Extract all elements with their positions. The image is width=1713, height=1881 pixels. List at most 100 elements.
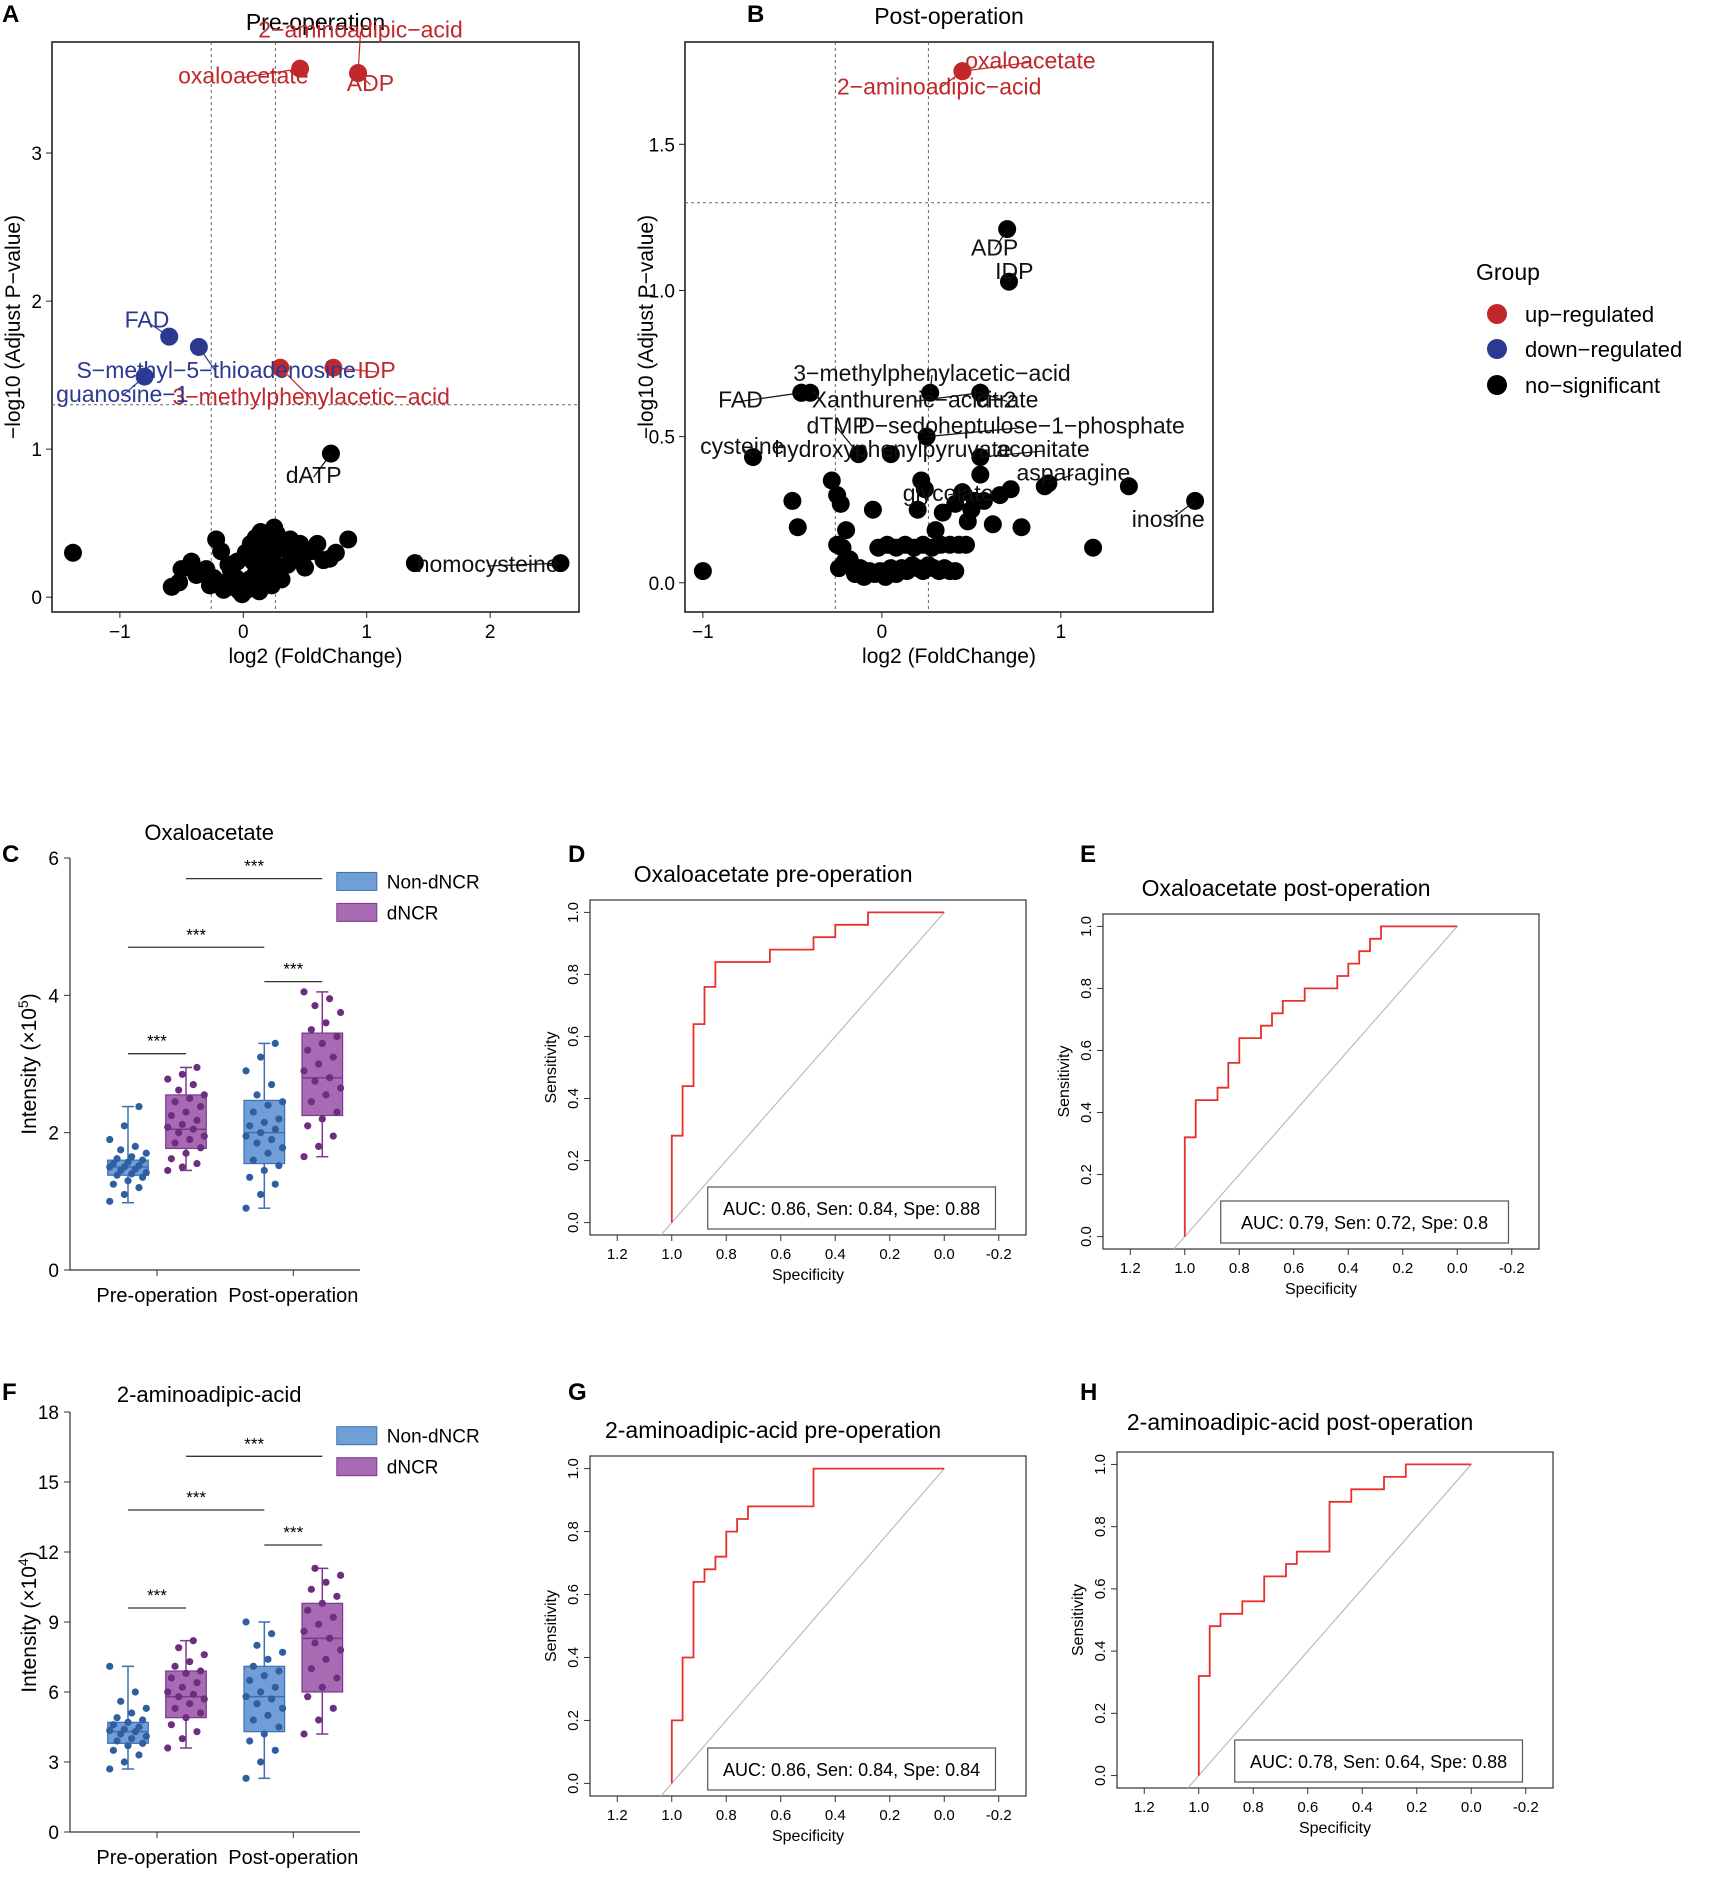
box-point	[242, 1067, 250, 1075]
box-point	[329, 1613, 337, 1621]
box-point	[200, 1695, 208, 1703]
box-point	[253, 1139, 261, 1147]
box-point	[135, 1184, 143, 1192]
x-tick-label: 0.2	[1392, 1260, 1413, 1277]
plot-title: Oxaloacetate pre-operation	[634, 861, 913, 887]
significance-label: ***	[147, 1032, 167, 1051]
significance-label: ***	[244, 1434, 264, 1453]
y-tick-label: 0	[31, 588, 42, 609]
box-point	[257, 1190, 265, 1199]
plot-frame	[684, 41, 1214, 613]
box-point	[142, 1732, 150, 1740]
box-point	[300, 1153, 308, 1161]
data-point	[405, 554, 424, 573]
y-axis-label: −log10 (Adjust P−value)	[2, 215, 25, 439]
significance-label: ***	[186, 925, 206, 944]
box-point	[257, 1053, 265, 1061]
y-tick-label: 0.8	[1078, 978, 1095, 999]
diagonal-reference	[1173, 926, 1458, 1250]
box-point	[329, 1132, 337, 1140]
x-tick-label: 0.6	[770, 1807, 791, 1824]
box-point	[268, 1695, 276, 1703]
x-tick-label: 0.0	[1461, 1799, 1482, 1816]
box-point	[307, 1665, 315, 1673]
panel-letter-f: F	[2, 1379, 17, 1406]
box-point	[318, 1599, 326, 1607]
box-point	[242, 1204, 250, 1212]
data-point	[783, 491, 802, 510]
y-tick-label: 0.8	[1092, 1516, 1109, 1537]
legend-swatch	[336, 871, 378, 891]
panel-letter-b: B	[747, 1, 764, 28]
box-point	[178, 1683, 186, 1691]
roc-curve	[670, 911, 945, 1223]
y-tick-label: 3	[31, 144, 42, 165]
legend-swatch	[336, 1457, 378, 1477]
box-point	[278, 1144, 287, 1152]
legend-label: Non-dNCR	[387, 872, 480, 893]
point-label: D−sedoheptulose−1−phosphate	[858, 413, 1185, 439]
box-point	[322, 1578, 330, 1586]
point-label: oxaloacetate	[178, 62, 308, 88]
auc-box	[1234, 1739, 1524, 1783]
box-point	[164, 1744, 172, 1752]
box-point	[304, 1046, 312, 1054]
box-point	[322, 1091, 330, 1099]
box-point	[318, 1115, 326, 1123]
y-tick-label: 0	[48, 1823, 59, 1844]
box-point	[175, 1129, 183, 1137]
box-point	[311, 1002, 319, 1010]
point-label: 3−methylphenylacetic−acid	[793, 360, 1070, 386]
point-label: homocysteine	[417, 551, 559, 577]
box-point	[326, 1634, 334, 1642]
data-point	[915, 480, 934, 499]
box-point	[167, 1674, 175, 1682]
data-point	[320, 549, 339, 568]
box-point	[333, 1674, 341, 1682]
label-leader	[980, 392, 1008, 402]
box-point	[178, 1070, 186, 1078]
y-axis-label: Sensitivity	[1070, 1584, 1087, 1656]
box-point	[257, 1129, 265, 1137]
box-point	[271, 1180, 279, 1188]
data-point	[837, 521, 856, 540]
box-point	[128, 1709, 136, 1717]
box-point	[253, 1091, 261, 1099]
box-point	[171, 1139, 179, 1147]
panel-letter-d: D	[568, 841, 585, 868]
label-leader	[279, 367, 312, 400]
data-point	[974, 491, 993, 510]
label-leader	[1167, 500, 1196, 522]
x-axis-label: Specificity	[772, 1828, 844, 1845]
box-point	[139, 1156, 147, 1164]
box-point	[307, 1026, 315, 1034]
box-point	[253, 1700, 261, 1708]
point-label: inosine	[1132, 506, 1205, 532]
point-label: oxaloacetate	[965, 47, 1095, 73]
box-point	[182, 1108, 190, 1116]
data-point	[63, 543, 82, 562]
panel-letter-g: G	[568, 1379, 587, 1406]
box-point	[186, 1700, 194, 1708]
point-label: dTMP	[806, 413, 867, 439]
legend-label: dNCR	[387, 903, 439, 924]
plot-title: Post-operation	[874, 3, 1024, 29]
box-point	[329, 1053, 337, 1061]
data-point	[971, 465, 990, 484]
x-tick-label: 0.0	[934, 1246, 955, 1263]
box-plot-c: Oxaloacetate 0 2 4 6 Pre-operation Post-operat…	[15, 820, 480, 1307]
box-point	[329, 1704, 337, 1712]
label-leader	[741, 447, 754, 458]
y-tick-label: 1.0	[1078, 916, 1095, 937]
box-point	[113, 1714, 121, 1722]
legend-label: dNCR	[387, 1458, 439, 1479]
box-point	[139, 1739, 147, 1747]
point-label: glycolate	[903, 480, 994, 506]
legend-swatch	[336, 902, 378, 922]
point-label: ADP	[971, 234, 1018, 260]
diagonal-reference	[660, 912, 945, 1236]
y-axis-label: Sensitivity	[543, 1590, 560, 1662]
box-point	[164, 1075, 172, 1083]
data-point	[946, 494, 965, 513]
